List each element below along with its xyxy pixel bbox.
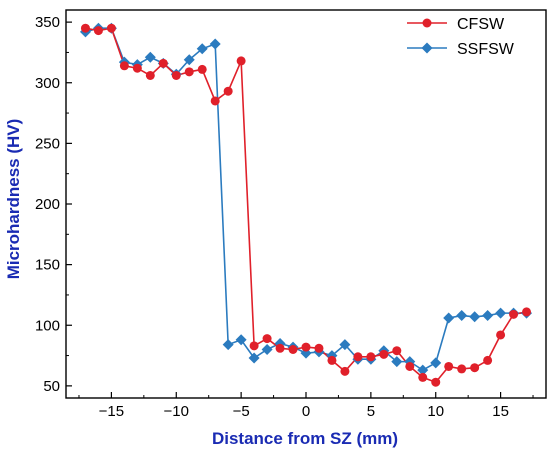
- point-cfsw: [236, 56, 246, 66]
- point-cfsw: [418, 372, 428, 382]
- point-cfsw: [496, 330, 506, 340]
- point-ssfsw: [456, 310, 468, 322]
- y-tick-label: 250: [35, 135, 60, 152]
- point-cfsw: [340, 366, 350, 376]
- point-cfsw: [119, 61, 129, 71]
- point-cfsw: [392, 346, 402, 356]
- point-cfsw: [366, 352, 376, 362]
- y-tick-label: 300: [35, 75, 60, 92]
- point-cfsw: [275, 343, 285, 353]
- x-tick-label: −5: [233, 403, 250, 420]
- point-cfsw: [197, 64, 207, 74]
- legend-label-ssfsw: SSFSW: [457, 41, 515, 58]
- point-cfsw: [353, 352, 363, 362]
- point-ssfsw: [248, 352, 260, 364]
- point-cfsw: [314, 343, 324, 353]
- legend-marker-ssfsw: [421, 42, 433, 54]
- point-cfsw: [431, 377, 441, 387]
- point-cfsw: [483, 355, 493, 365]
- x-tick-label: 0: [302, 403, 310, 420]
- series-line-cfsw: [85, 27, 527, 384]
- point-cfsw: [457, 364, 467, 374]
- point-cfsw: [158, 58, 168, 68]
- x-axis-title: Distance from SZ (mm): [212, 429, 398, 448]
- point-cfsw: [93, 26, 103, 36]
- point-ssfsw: [430, 357, 442, 369]
- x-tick-label: 5: [367, 403, 375, 420]
- point-cfsw: [470, 363, 480, 373]
- point-cfsw: [249, 341, 259, 351]
- y-tick-label: 150: [35, 257, 60, 274]
- point-ssfsw: [417, 364, 429, 376]
- x-tick-label: 15: [492, 403, 509, 420]
- x-tick-label: −10: [164, 403, 189, 420]
- point-cfsw: [522, 307, 532, 317]
- point-cfsw: [301, 342, 311, 352]
- point-ssfsw: [261, 344, 273, 355]
- point-cfsw: [184, 67, 194, 77]
- series-layer: [79, 22, 533, 387]
- y-tick-label: 50: [43, 378, 60, 395]
- point-cfsw: [379, 349, 389, 359]
- point-ssfsw: [339, 339, 351, 351]
- point-cfsw: [106, 23, 116, 33]
- axis-layer: −15 −10 −5 0 5 10 15 50 100 150 200 250 300 350: [35, 14, 534, 420]
- point-ssfsw: [495, 307, 507, 319]
- legend-label-cfsw: CFSW: [457, 16, 505, 33]
- point-cfsw: [288, 345, 298, 354]
- x-tick-label: 10: [427, 403, 444, 420]
- point-ssfsw: [469, 311, 481, 323]
- legend-marker-cfsw: [422, 18, 432, 28]
- point-ssfsw: [222, 339, 234, 351]
- point-ssfsw: [144, 51, 156, 63]
- point-cfsw: [132, 63, 142, 73]
- point-ssfsw: [196, 43, 208, 55]
- point-ssfsw: [391, 356, 403, 368]
- x-tick-label: −15: [99, 403, 124, 420]
- point-ssfsw: [209, 38, 221, 50]
- point-cfsw: [80, 23, 90, 33]
- point-cfsw: [327, 355, 337, 365]
- point-cfsw: [444, 361, 454, 371]
- y-axis-title: Microhardness (HV): [4, 119, 23, 280]
- y-tick-label: 200: [35, 196, 60, 213]
- y-tick-label: 350: [35, 14, 60, 31]
- point-ssfsw: [482, 310, 494, 322]
- y-tick-label: 100: [35, 317, 60, 334]
- point-cfsw: [509, 309, 519, 319]
- legend: CFSW SSFSW: [407, 16, 515, 58]
- point-ssfsw: [183, 54, 195, 66]
- point-cfsw: [210, 96, 220, 106]
- point-cfsw: [171, 70, 181, 80]
- point-ssfsw: [235, 334, 247, 346]
- point-cfsw: [262, 334, 272, 344]
- point-ssfsw: [443, 312, 455, 324]
- point-cfsw: [223, 86, 233, 96]
- point-cfsw: [145, 70, 155, 80]
- point-cfsw: [405, 361, 415, 371]
